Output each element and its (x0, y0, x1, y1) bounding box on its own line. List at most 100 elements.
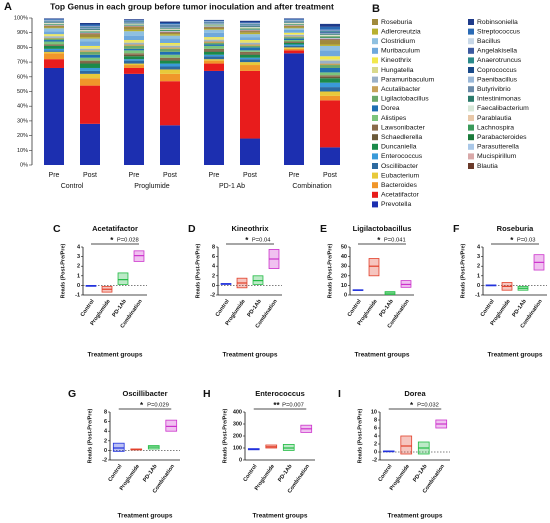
bar-segment (320, 31, 340, 32)
x-tick-label: Control (480, 298, 496, 318)
y-tick-label: 3 (77, 254, 80, 260)
x-tick-label: PD-1Ab (277, 463, 294, 483)
x-tick-label: PD-1Ab (379, 298, 396, 318)
x-axis-label: Treatment groups (253, 513, 308, 520)
y-tick-label: 8 (212, 244, 215, 250)
bar-segment (320, 65, 340, 68)
y-tick-label: 0 (344, 292, 347, 298)
bar-segment (284, 26, 304, 28)
panel-label: E (320, 223, 327, 235)
bar-segment (80, 51, 100, 55)
bar-segment (240, 51, 260, 54)
bar-segment (240, 27, 260, 28)
bar-segment (44, 41, 64, 45)
y-axis-label: Reads (Post-Pre/Pre) (357, 408, 363, 463)
y-tick-label: 0 (77, 283, 80, 289)
bar-segment (160, 25, 180, 27)
bar-segment (160, 35, 180, 39)
bar-segment (160, 26, 180, 28)
box (400, 435, 413, 455)
p-value: P=0.028 (117, 238, 139, 244)
bar-segment (160, 81, 180, 126)
bar-segment (320, 30, 340, 32)
bar-segment (320, 67, 340, 73)
box (368, 258, 380, 277)
bar-segment (160, 54, 180, 58)
bar-segment (204, 37, 224, 39)
y-tick-label: 20% (17, 133, 28, 139)
y-tick-label: 50 (341, 244, 347, 250)
legend-label: Lachnospira (477, 124, 514, 131)
bar-segment (44, 48, 64, 51)
bar-segment (80, 27, 100, 28)
y-tick-label: 90% (17, 30, 28, 36)
bar-segment (44, 44, 64, 46)
bar-segment (44, 28, 64, 32)
bar-segment (124, 42, 144, 45)
bar-segment (320, 147, 340, 165)
bar-segment (80, 37, 100, 39)
bar-segment (320, 31, 340, 33)
bar-segment (320, 72, 340, 76)
legend-swatch (372, 38, 378, 45)
panel-label: B (372, 3, 380, 15)
panel-label: H (203, 388, 211, 400)
bar-segment (160, 60, 180, 64)
bar-segment (240, 24, 260, 26)
bar-segment (240, 25, 260, 26)
bar-segment (320, 37, 340, 38)
y-tick-label: 100 (233, 445, 242, 451)
x-tick-label: Control (347, 298, 363, 318)
p-value: P=0.04 (252, 238, 271, 244)
legend-swatch (468, 95, 474, 102)
significance-stars: * (510, 236, 514, 245)
legend-label: Paenibacillus (477, 76, 518, 83)
bar-segment (124, 19, 144, 21)
legend-swatch (468, 76, 474, 83)
bar-segment (240, 45, 260, 48)
bar-segment (204, 19, 224, 21)
legend-swatch (372, 105, 378, 112)
bar-segment (240, 24, 260, 25)
x-tick-label: Control (215, 298, 231, 318)
bar-segment (204, 27, 224, 30)
bar-segment (240, 29, 260, 31)
legend-swatch (372, 182, 378, 189)
bar-segment (320, 91, 340, 96)
bar-segment (160, 25, 180, 26)
bar-segment (160, 30, 180, 32)
bar-segment (124, 53, 144, 55)
bar-segment (80, 67, 100, 71)
y-tick-label: 4 (104, 429, 108, 435)
bar-segment (204, 44, 224, 46)
legend-label: Bacillus (477, 38, 501, 45)
bar-segment (320, 75, 340, 77)
bar-segment (80, 30, 100, 32)
y-tick-label: 8 (374, 417, 377, 423)
legend-label: Parabacteroides (477, 134, 527, 141)
y-tick-label: 4 (212, 264, 216, 270)
bar-segment (160, 47, 180, 49)
y-tick-label: 20 (341, 273, 347, 279)
legend-label: Clostridium (381, 38, 415, 45)
panel-title: Ligilactobacillus (353, 224, 412, 233)
y-axis-label: Reads (Post-Pre/Pre) (327, 243, 333, 298)
group-label: Proglumide (134, 183, 170, 190)
y-tick-label: 2 (212, 273, 215, 279)
legend-swatch (372, 153, 378, 160)
y-tick-label: 300 (233, 421, 242, 427)
x-tick-label: Post (243, 172, 257, 179)
legend-label: Mucispirillum (477, 153, 517, 160)
x-axis-label: Treatment groups (223, 352, 278, 359)
y-tick-label: 10 (371, 409, 377, 415)
legend-label: Alistipes (381, 115, 407, 122)
bar-segment (44, 45, 64, 46)
panel-title: Dorea (404, 389, 426, 398)
bar-segment (124, 54, 144, 57)
legend-swatch (372, 95, 378, 102)
legend-label: Paramuribaculum (381, 76, 435, 83)
bar-segment (284, 34, 304, 35)
bar-segment (320, 33, 340, 35)
bar-segment (80, 31, 100, 32)
bar-segment (240, 42, 260, 45)
